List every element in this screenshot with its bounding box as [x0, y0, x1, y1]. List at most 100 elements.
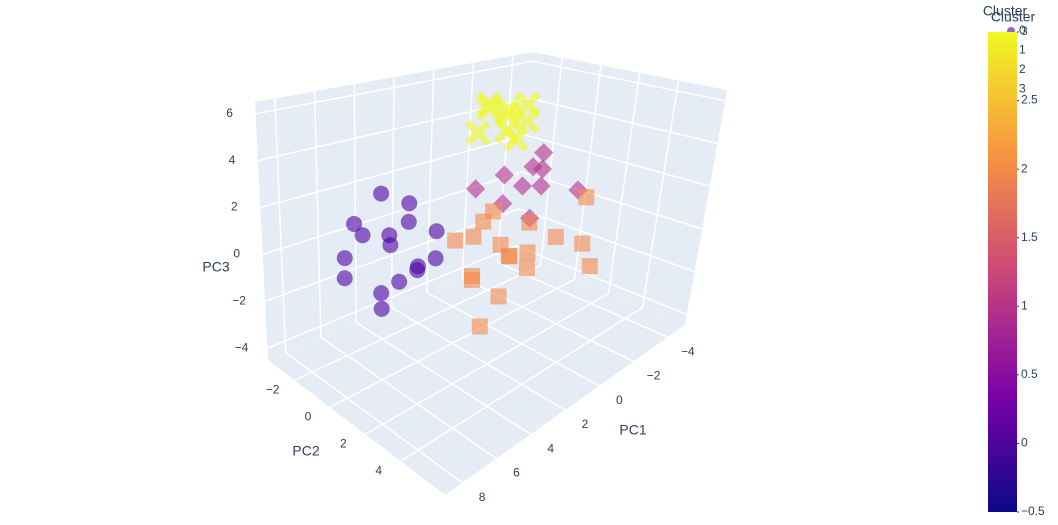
- point: [514, 108, 541, 134]
- point: [531, 176, 551, 196]
- point: [494, 165, 514, 185]
- grid-line: [260, 134, 526, 209]
- point: [391, 273, 408, 290]
- z-tick-label: 0: [233, 247, 240, 261]
- point: [465, 179, 486, 199]
- point: [373, 285, 390, 302]
- point: [354, 227, 371, 244]
- grid-line: [364, 292, 609, 435]
- grid-line: [329, 278, 575, 408]
- grid-line: [400, 306, 643, 462]
- y-tick-label: 4: [375, 463, 382, 477]
- point: [493, 193, 513, 214]
- z-tick-label: 6: [226, 106, 233, 120]
- colorbar-tick-label: 2.5: [1021, 93, 1038, 107]
- colorbar-tick-label: −0.5: [1021, 504, 1045, 518]
- legend-label: 1: [1019, 43, 1026, 57]
- grid-line: [525, 134, 711, 187]
- point: [400, 213, 417, 230]
- grid-line: [294, 264, 541, 381]
- grid-line: [496, 55, 514, 263]
- z-tick-label: 4: [229, 153, 236, 167]
- grid-line: [355, 321, 532, 435]
- point: [428, 223, 445, 240]
- colorbar-tick-label: 2: [1021, 161, 1028, 175]
- point: [532, 159, 553, 179]
- point: [464, 271, 481, 288]
- point: [518, 260, 535, 277]
- point: [447, 232, 464, 249]
- x-tick-label: 2: [582, 417, 589, 431]
- grid-line: [426, 291, 600, 387]
- colorbar-tick-label: 3: [1021, 24, 1028, 38]
- grid-line: [539, 57, 563, 266]
- back-wall: [515, 52, 727, 325]
- point: [346, 215, 363, 232]
- point: [427, 250, 444, 267]
- grid-line: [522, 171, 703, 230]
- y-tick-label: 2: [340, 436, 347, 450]
- point: [464, 120, 491, 146]
- point: [373, 300, 390, 317]
- floor: [268, 255, 685, 495]
- point: [503, 126, 529, 153]
- point: [574, 235, 591, 252]
- grid-line: [518, 208, 695, 273]
- y-tick-label: 0: [305, 409, 312, 423]
- x-axis-title: PC1: [619, 422, 646, 438]
- legend-label: 0: [1019, 23, 1026, 37]
- x-tick-label: 4: [547, 441, 554, 455]
- point: [373, 185, 390, 202]
- point: [547, 228, 564, 245]
- point: [519, 244, 536, 261]
- colorbar-tick-label: 1.5: [1021, 230, 1038, 244]
- point: [336, 270, 353, 287]
- grid-line: [274, 98, 287, 353]
- point: [512, 176, 533, 196]
- point: [578, 189, 595, 206]
- colorbar-title: Cluster: [991, 9, 1036, 25]
- grid-line: [353, 84, 357, 323]
- point: [465, 228, 482, 245]
- z-axis-title: PC3: [202, 259, 229, 275]
- grid-line: [320, 336, 497, 460]
- grid-line: [532, 60, 726, 102]
- grid-line: [267, 245, 517, 349]
- legend-label: 2: [1019, 62, 1026, 76]
- point: [475, 95, 502, 122]
- grid-line: [390, 76, 395, 308]
- grid-line: [461, 62, 475, 278]
- point: [382, 237, 399, 254]
- grid-line: [641, 80, 680, 308]
- point: [521, 214, 538, 231]
- x-tick-label: −2: [647, 369, 661, 383]
- colorbar-tick-label: 0: [1021, 436, 1028, 450]
- x-tick-label: 0: [616, 393, 623, 407]
- grid-line: [285, 351, 463, 484]
- y-tick-label: −2: [266, 382, 280, 396]
- point: [581, 258, 598, 275]
- grid-line: [607, 72, 641, 294]
- point: [401, 195, 418, 212]
- point: [336, 250, 353, 267]
- side-wall: [255, 52, 533, 360]
- y-axis-title: PC2: [292, 443, 319, 459]
- point: [475, 213, 492, 230]
- colorbar-tick-label: 0.5: [1021, 367, 1038, 381]
- point: [409, 262, 426, 279]
- grid-line: [255, 60, 533, 115]
- grid-line: [426, 69, 435, 293]
- grid-line: [391, 306, 566, 411]
- x-tick-label: 6: [513, 466, 520, 480]
- z-tick-label: −2: [232, 294, 246, 308]
- z-tick-label: 2: [231, 200, 238, 214]
- x-tick-label: −4: [681, 344, 695, 358]
- grid-line: [528, 97, 718, 145]
- point: [534, 143, 554, 163]
- point: [568, 180, 588, 200]
- point: [490, 288, 507, 305]
- point: [471, 318, 488, 335]
- point: [501, 248, 518, 265]
- legend-title: Cluster: [983, 3, 1028, 19]
